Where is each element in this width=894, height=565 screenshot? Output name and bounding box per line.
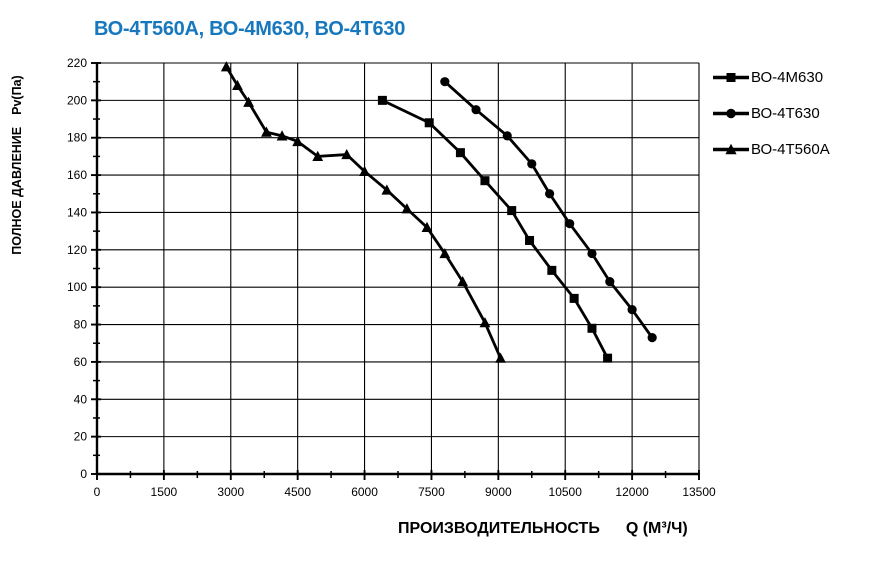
- legend-label: ВО-4Т560А: [751, 140, 830, 158]
- svg-text:200: 200: [67, 93, 87, 107]
- series-ВО-4М630: [377, 95, 613, 363]
- legend: ВО-4М630 ВО-4Т630 ВО-4Т560А: [713, 66, 830, 160]
- x-axis-unit: Q (М³/Ч): [625, 520, 688, 537]
- svg-text:100: 100: [67, 280, 87, 294]
- svg-text:3000: 3000: [217, 485, 244, 499]
- x-axis-title: ПРОИЗВОДИТЕЛЬНОСТЬ Q (М³/Ч): [398, 520, 688, 538]
- x-axis-title-text: ПРОИЗВОДИТЕЛЬНОСТЬ: [398, 520, 600, 537]
- svg-text:6000: 6000: [351, 485, 378, 499]
- svg-text:60: 60: [74, 355, 88, 369]
- svg-text:12000: 12000: [615, 485, 649, 499]
- chart-title: ВО-4Т560А, ВО-4М630, ВО-4Т630: [94, 18, 406, 40]
- svg-text:9000: 9000: [485, 485, 512, 499]
- svg-text:80: 80: [74, 318, 88, 332]
- svg-text:160: 160: [67, 168, 87, 182]
- svg-text:1500: 1500: [151, 485, 178, 499]
- square-marker-icon: [713, 72, 749, 82]
- svg-text:180: 180: [67, 131, 87, 145]
- svg-text:120: 120: [67, 243, 87, 257]
- axes: [95, 63, 699, 476]
- legend-item-vo-4m630: ВО-4М630: [713, 66, 830, 88]
- svg-text:7500: 7500: [418, 485, 445, 499]
- series-ВО-4Т630: [440, 77, 657, 343]
- svg-text:140: 140: [67, 205, 87, 219]
- y-tick-labels: 0 20 40 60 80 100 120 140 160 180 200 220: [67, 56, 87, 481]
- triangle-marker-icon: [713, 143, 749, 154]
- y-axis-title-text: ПОЛНОЕ ДАВЛЕНИЕ: [10, 126, 24, 255]
- series-ВО-4Т560А: [220, 61, 506, 363]
- legend-label: ВО-4М630: [751, 68, 824, 86]
- svg-text:10500: 10500: [549, 485, 583, 499]
- x-tick-labels: 0 1500 3000 4500 6000 7500 9000 10500 12000 13500: [94, 485, 716, 499]
- gridlines: [97, 62, 700, 474]
- svg-text:0: 0: [80, 467, 87, 481]
- svg-text:40: 40: [74, 392, 88, 406]
- legend-label: ВО-4Т630: [751, 104, 820, 122]
- svg-text:13500: 13500: [682, 485, 716, 499]
- y-axis-title: ПОЛНОЕ ДАВЛЕНИЕ Pv(Па): [10, 75, 24, 254]
- legend-item-vo-4t630: ВО-4Т630: [713, 102, 830, 124]
- tick-marks: [91, 62, 700, 480]
- svg-text:0: 0: [94, 485, 101, 499]
- circle-marker-icon: [713, 108, 749, 118]
- svg-text:20: 20: [74, 430, 88, 444]
- svg-text:4500: 4500: [284, 485, 311, 499]
- svg-text:220: 220: [67, 56, 87, 70]
- y-axis-unit: Pv(Па): [10, 75, 24, 115]
- legend-item-vo-4t560a: ВО-4Т560А: [713, 138, 830, 160]
